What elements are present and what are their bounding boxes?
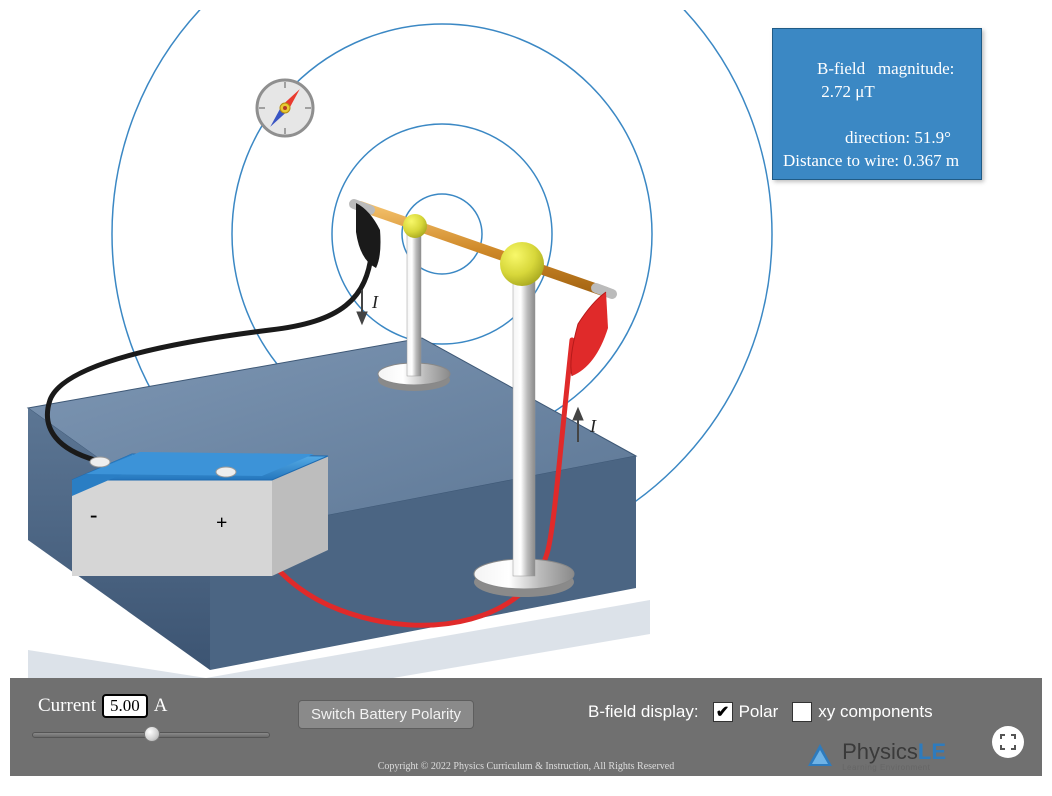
magnitude-value: 2.72 μT <box>821 82 875 101</box>
copyright-text: Copyright © 2022 Physics Curriculum & In… <box>10 761 1042 772</box>
direction-value: 51.9° <box>914 128 951 147</box>
distance-value: 0.367 m <box>903 151 959 170</box>
current-label-1: I <box>372 292 378 313</box>
current-wire-rod <box>354 204 612 294</box>
app-frame: - + I I B-field magni <box>0 0 1052 796</box>
slider-thumb[interactable] <box>144 726 160 742</box>
distance-label: Distance to wire: <box>783 151 899 170</box>
xy-checkbox-box <box>792 702 812 722</box>
current-control-group: Current 5.00 A <box>38 694 168 718</box>
control-bar: Current 5.00 A Switch Battery Polarity B… <box>10 678 1042 776</box>
polar-checkbox[interactable]: ✔ Polar <box>713 702 779 722</box>
polar-checkbox-box: ✔ <box>713 702 733 722</box>
battery <box>72 452 328 576</box>
direction-label: direction: <box>845 128 910 147</box>
compass-svg <box>255 78 315 138</box>
bfield-display-label: B-field display: <box>588 702 699 722</box>
xy-checkbox-label: xy components <box>818 702 932 722</box>
simulation-canvas[interactable]: - + I I B-field magni <box>10 10 1042 678</box>
fullscreen-button[interactable] <box>992 726 1024 758</box>
compass[interactable] <box>255 78 315 138</box>
xy-checkbox[interactable]: xy components <box>792 702 932 722</box>
current-slider[interactable] <box>32 728 270 742</box>
battery-neg-label: - <box>90 502 97 528</box>
polar-checkbox-label: Polar <box>739 702 779 722</box>
bfield-label: B-field <box>817 59 865 78</box>
current-label: Current <box>38 695 96 717</box>
magnitude-label: magnitude: <box>878 59 954 78</box>
info-panel: B-field magnitude: 2.72 μT direction: 51… <box>772 28 982 180</box>
current-label-2: I <box>590 416 596 437</box>
clip-red <box>571 292 608 376</box>
battery-pos-label: + <box>216 512 227 535</box>
switch-polarity-button[interactable]: Switch Battery Polarity <box>298 700 474 729</box>
stand-rear <box>378 224 450 391</box>
current-unit: A <box>154 695 168 717</box>
current-value[interactable]: 5.00 <box>102 694 148 718</box>
fullscreen-icon <box>1000 734 1016 750</box>
bfield-display-group: B-field display: ✔ Polar xy components <box>588 702 933 722</box>
